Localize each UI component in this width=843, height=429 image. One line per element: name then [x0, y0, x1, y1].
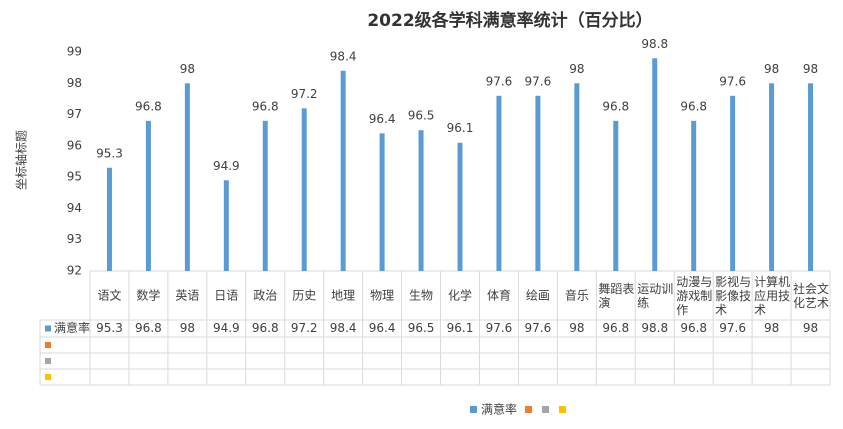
x-tick-label: 数学	[136, 288, 160, 303]
data-label: 96.5	[408, 109, 435, 123]
table-value: 97.6	[525, 321, 552, 335]
bar	[106, 167, 112, 271]
table-value: 97.6	[486, 321, 513, 335]
x-tick-label: 化学	[448, 288, 472, 303]
table-value: 98.8	[641, 321, 668, 335]
x-tick-label: 社会文化艺术	[793, 281, 829, 310]
bar	[223, 180, 229, 271]
table-value: 96.8	[252, 321, 279, 335]
table-value: 95.3	[96, 321, 123, 335]
table-value: 97.2	[291, 321, 318, 335]
y-axis-title: 坐标轴标题	[14, 130, 29, 190]
table-value: 94.9	[213, 321, 240, 335]
x-tick-label: 物理	[370, 289, 394, 303]
table-value: 96.8	[602, 321, 629, 335]
y-tick-label: 95	[67, 170, 82, 184]
data-label: 96.4	[369, 112, 396, 126]
bar	[613, 120, 619, 271]
x-tick-label: 政治	[253, 289, 277, 303]
legend-key	[542, 406, 550, 413]
data-label: 98	[180, 62, 195, 76]
data-label: 96.1	[447, 121, 474, 135]
x-tick-label: 舞蹈表演	[598, 282, 634, 310]
x-tick-label: 地理	[331, 289, 355, 303]
x-tick-label: 英语	[175, 289, 199, 303]
x-tick-label: 体育	[487, 288, 511, 303]
legend-key	[559, 406, 567, 413]
x-tick-label: 动漫与游戏制作	[676, 275, 712, 317]
table-value: 98.4	[330, 321, 357, 335]
y-tick-label: 99	[67, 45, 82, 59]
bar	[730, 95, 736, 271]
bar	[379, 133, 385, 271]
y-tick-label: 94	[67, 201, 82, 215]
table-value: 98	[803, 321, 818, 335]
table-series-name: 满意率	[54, 320, 90, 335]
data-label: 98.4	[330, 49, 357, 63]
data-label: 97.6	[525, 74, 552, 88]
x-tick-label: 音乐	[565, 288, 589, 303]
legend-key	[525, 406, 533, 413]
y-tick-label: 97	[67, 107, 82, 121]
bar	[652, 58, 658, 271]
data-label: 96.8	[680, 99, 707, 113]
bar	[418, 130, 424, 271]
bar	[184, 83, 190, 272]
data-label: 98	[764, 62, 779, 76]
x-tick-label: 历史	[292, 289, 316, 303]
table-value: 96.5	[408, 321, 435, 335]
bar	[262, 120, 268, 271]
legend-label: 满意率	[481, 402, 517, 417]
y-tick-label: 98	[67, 76, 82, 90]
data-label: 96.8	[135, 99, 162, 113]
legend-key	[45, 358, 51, 364]
table-value: 96.8	[135, 321, 162, 335]
x-tick-label: 语文	[97, 288, 121, 303]
bar	[145, 120, 151, 271]
data-label: 95.3	[96, 146, 123, 160]
y-tick-label: 96	[67, 138, 82, 152]
bar	[535, 95, 541, 271]
x-tick-label: 绘画	[526, 288, 550, 303]
legend-key	[45, 342, 51, 348]
x-tick-label: 日语	[214, 289, 238, 303]
data-label: 98	[569, 62, 584, 76]
data-label: 94.9	[213, 159, 240, 173]
bar	[574, 83, 580, 272]
table-value: 98	[180, 321, 195, 335]
legend-key	[45, 374, 51, 380]
table-value: 98	[764, 321, 779, 335]
table-value: 96.1	[447, 321, 474, 335]
data-label: 97.6	[719, 74, 746, 88]
y-tick-label: 92	[67, 264, 82, 278]
x-tick-label: 计算机应用技术	[754, 274, 790, 317]
bar	[691, 120, 697, 271]
y-tick-label: 93	[67, 232, 82, 246]
bar	[301, 108, 307, 271]
bar	[340, 70, 346, 272]
table-value: 98	[569, 321, 584, 335]
data-label: 97.2	[291, 87, 318, 101]
legend-key	[45, 325, 51, 332]
bar	[496, 95, 502, 271]
data-label: 98.8	[641, 37, 668, 51]
data-label: 96.8	[252, 99, 279, 113]
bar	[769, 83, 775, 272]
data-label: 96.8	[602, 99, 629, 113]
x-tick-label: 运动训练	[637, 282, 673, 310]
data-label: 98	[803, 62, 818, 76]
data-label: 97.6	[486, 74, 513, 88]
bar	[808, 83, 814, 272]
table-value: 97.6	[719, 321, 746, 335]
table-value: 96.8	[680, 321, 707, 335]
chart-title: 2022级各学科满意率统计（百分比）	[367, 10, 652, 31]
bar	[457, 142, 463, 271]
legend-key	[470, 406, 477, 413]
x-tick-label: 影视与影像技术	[715, 274, 751, 317]
table-value: 96.4	[369, 321, 396, 335]
x-tick-label: 生物	[409, 289, 433, 303]
